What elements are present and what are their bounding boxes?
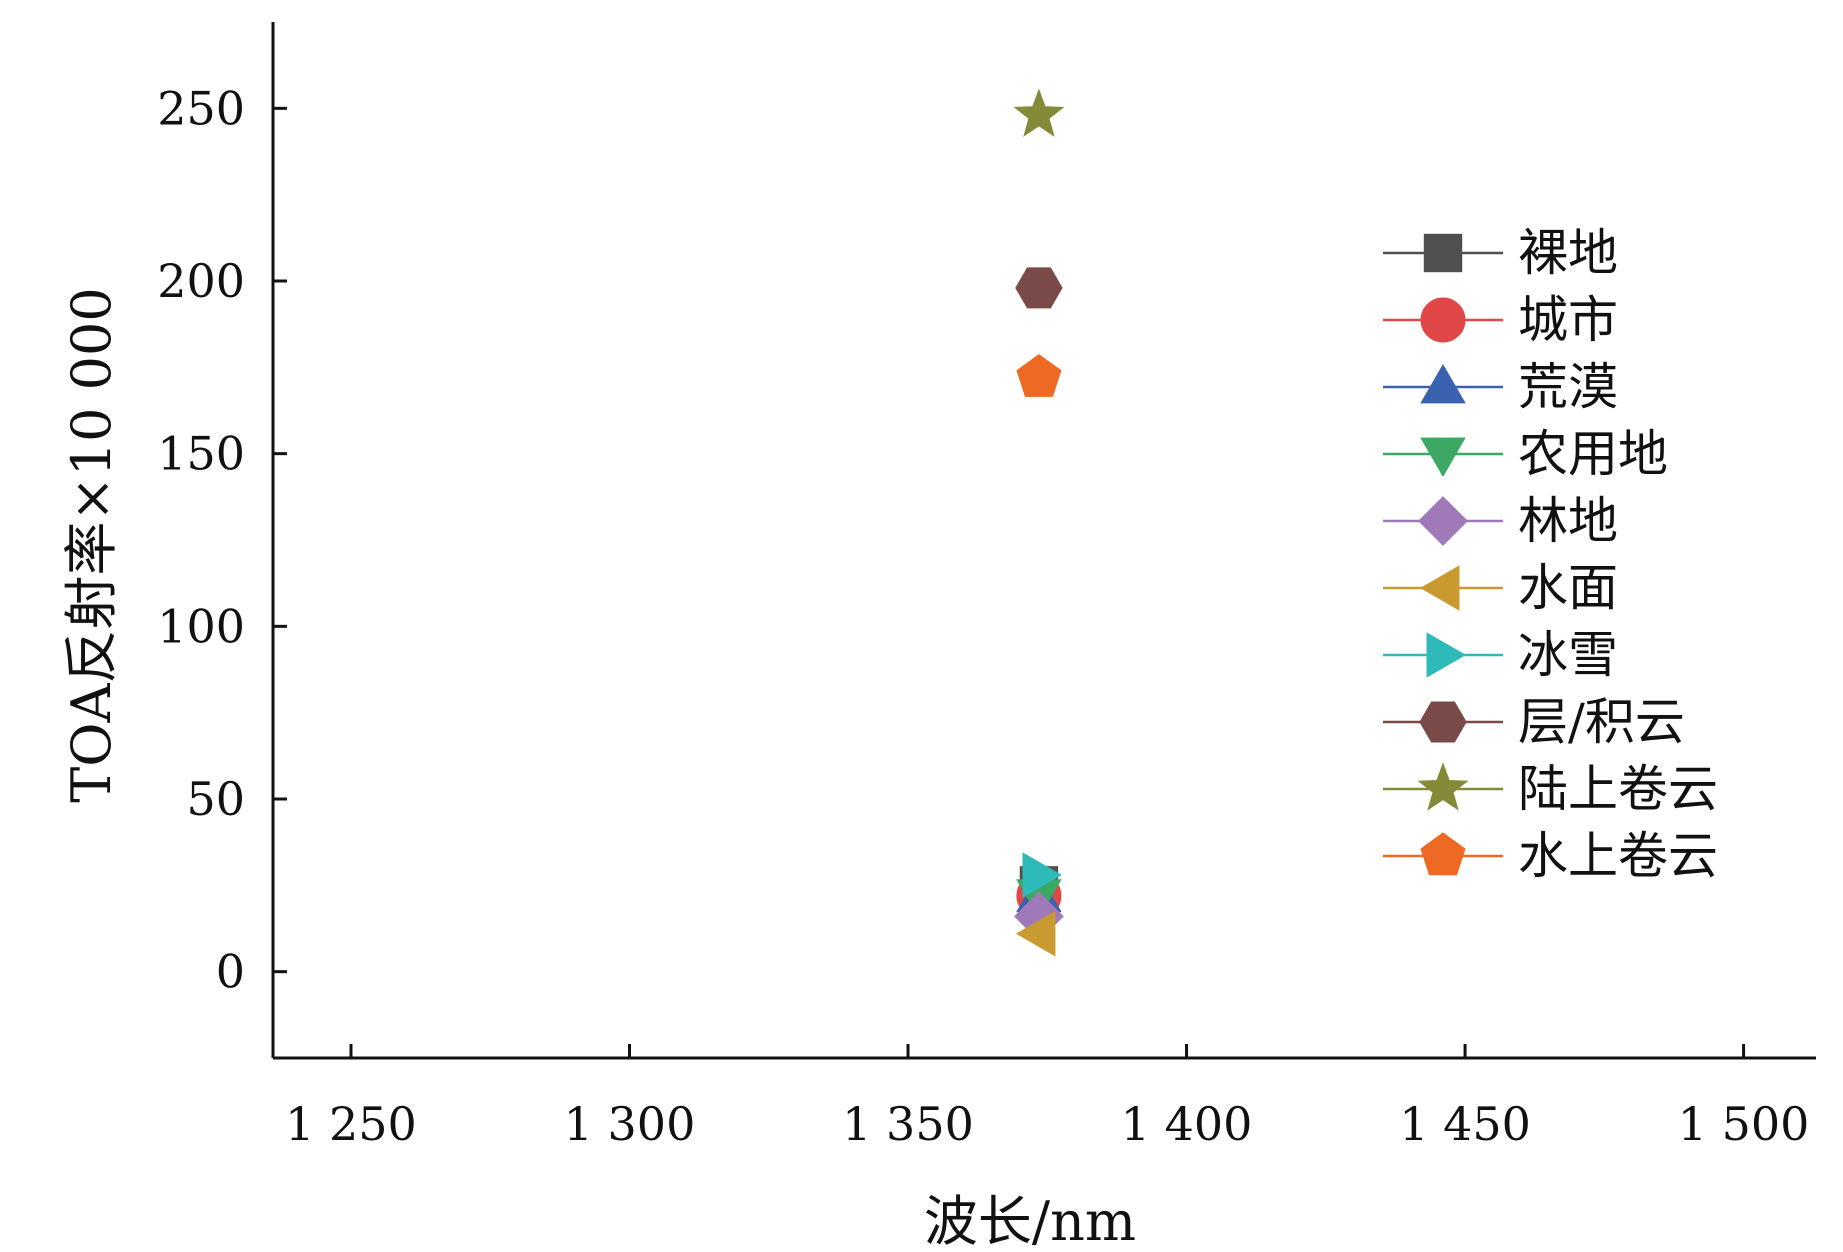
y-tick-label: 150 — [157, 427, 245, 481]
legend-marker — [1419, 701, 1467, 743]
data-point — [1022, 852, 1062, 898]
legend-marker — [1418, 496, 1468, 546]
x-tick-label: 1 400 — [1121, 1097, 1253, 1151]
data-points — [1013, 88, 1065, 957]
y-tick-label: 200 — [157, 254, 245, 308]
legend-marker — [1420, 364, 1466, 404]
x-tick-label: 1 450 — [1399, 1097, 1531, 1151]
legend-marker — [1420, 832, 1466, 876]
legend-marker — [1417, 762, 1469, 811]
legend-item: 城市 — [1383, 291, 1618, 349]
legend-label: 林地 — [1518, 492, 1618, 550]
y-tick-label: 0 — [216, 945, 245, 999]
x-tick-label: 1 250 — [285, 1097, 417, 1151]
legend-label: 水面 — [1518, 559, 1618, 617]
data-point — [1013, 88, 1065, 137]
legend-item: 荒漠 — [1383, 358, 1618, 416]
x-tick-label: 1 500 — [1678, 1097, 1810, 1151]
legend-item: 水面 — [1383, 559, 1618, 617]
legend-marker — [1426, 632, 1467, 678]
x-tick-label: 1 300 — [564, 1097, 696, 1151]
y-tick-label: 250 — [157, 81, 245, 135]
legend-label: 农用地 — [1518, 425, 1668, 483]
legend-label: 冰雪 — [1518, 626, 1618, 684]
legend-label: 层/积云 — [1518, 693, 1685, 751]
data-point — [1015, 267, 1063, 309]
legend-label: 荒漠 — [1518, 358, 1618, 416]
legend-item: 陆上卷云 — [1383, 760, 1718, 818]
legend-label: 水上卷云 — [1518, 827, 1718, 885]
legend-item: 层/积云 — [1383, 693, 1685, 751]
legend-label: 裸地 — [1518, 224, 1618, 282]
y-tick-label: 50 — [186, 772, 245, 826]
x-ticks: 1 250 1 300 1 350 1 400 1 450 1 500 — [285, 1044, 1809, 1151]
legend-label: 陆上卷云 — [1518, 760, 1718, 818]
y-ticks: 0 50 100 150 200 250 — [157, 81, 287, 999]
y-axis-title: TOA反射率×10 000 — [60, 287, 123, 802]
legend-marker — [1419, 565, 1460, 611]
y-tick-label: 100 — [157, 599, 245, 653]
data-point — [1016, 353, 1062, 397]
legend-item: 林地 — [1383, 492, 1618, 550]
legend-label: 城市 — [1518, 291, 1618, 349]
legend-item: 水上卷云 — [1383, 827, 1718, 885]
legend-marker — [1420, 297, 1466, 343]
data-point — [1015, 910, 1056, 957]
legend-item: 冰雪 — [1383, 626, 1618, 684]
legend-marker — [1420, 437, 1466, 478]
axes — [271, 22, 1816, 1060]
x-tick-label: 1 350 — [842, 1097, 974, 1151]
legend-item: 裸地 — [1383, 224, 1618, 282]
legend-marker — [1423, 233, 1463, 273]
x-axis-title: 波长/nm — [924, 1190, 1136, 1252]
legend-item: 农用地 — [1383, 425, 1668, 483]
